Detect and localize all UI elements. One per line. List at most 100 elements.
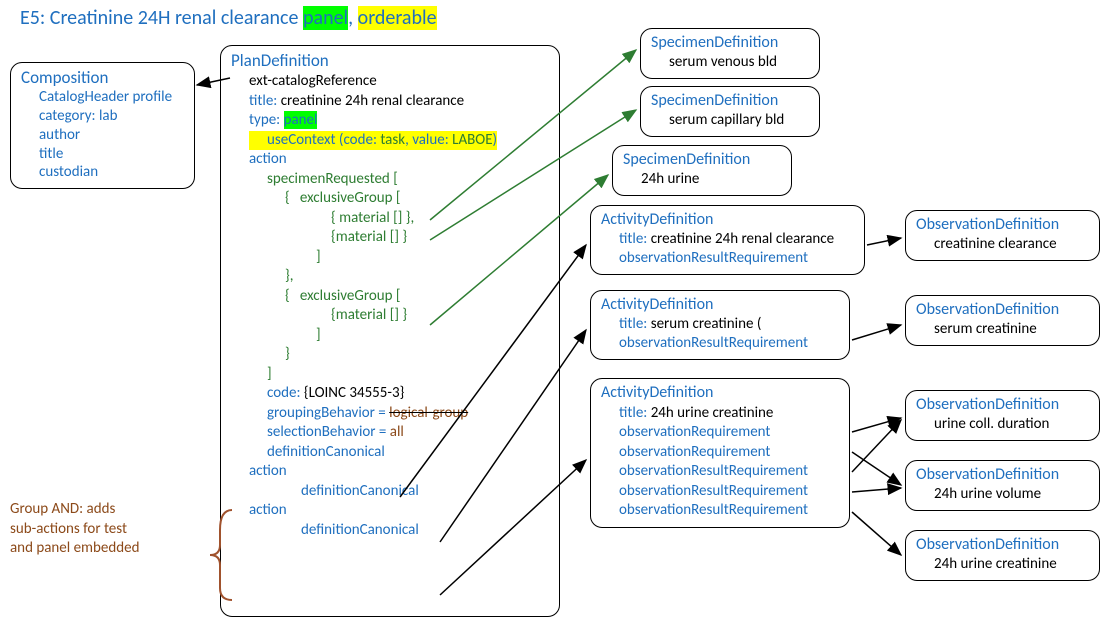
obs-line: serum creatinine — [916, 320, 1089, 339]
obs-line: 24h urine volume — [916, 485, 1089, 504]
plan-code: code: {LOINC 34555-3} — [231, 384, 549, 404]
act-title-value: creatinine 24h renal clearance — [647, 230, 834, 248]
plan-defcanon: definitionCanonical — [231, 443, 549, 463]
specimen-box-1: SpecimenDefinition serum venous bld — [640, 28, 820, 79]
group-and-note: Group AND: adds sub-actions for test and… — [10, 500, 210, 559]
act-title-label: title: — [619, 315, 647, 333]
observation-box-5: ObservationDefinition 24h urine creatini… — [905, 530, 1100, 581]
page-title: E5: Creatinine 24H renal clearance panel… — [20, 6, 437, 30]
obs-header: ObservationDefinition — [916, 535, 1089, 555]
plan-grouping: groupingBehavior = logical-group — [231, 404, 549, 424]
plan-material: { material [] }, — [231, 209, 549, 229]
act-title-value: 24h urine creatinine — [647, 404, 773, 422]
plan-action: action — [231, 150, 549, 170]
gb-eq: = — [375, 404, 389, 422]
plan-rbrace: } — [231, 345, 549, 365]
plan-rbracket: ] — [231, 326, 549, 346]
act-orr: observationResultRequirement — [601, 334, 839, 353]
act-title-label: title: — [619, 230, 647, 248]
composition-line: CatalogHeader profile — [21, 88, 184, 107]
act-or: observationRequirement — [601, 443, 839, 463]
plan-ext: ext-catalogReference — [231, 72, 549, 92]
composition-line: custodian — [21, 163, 184, 182]
specimen-box-3: SpecimenDefinition 24h urine — [612, 145, 792, 196]
act-title-value: serum creatinine ( — [647, 315, 761, 333]
act-title-label: title: — [619, 404, 647, 422]
plan-title-value: creatinine 24h renal clearance — [277, 92, 464, 110]
uc-post: ) — [493, 131, 498, 149]
plan-type-value: panel — [284, 111, 318, 129]
plan-code-value: {LOINC 34555-3} — [301, 384, 405, 402]
plan-header: PlanDefinition — [231, 50, 549, 72]
spec-line: 24h urine — [623, 170, 781, 189]
obs-line: creatinine clearance — [916, 235, 1089, 254]
obs-header: ObservationDefinition — [916, 465, 1089, 485]
title-orderable: orderable — [358, 6, 437, 30]
composition-line: title — [21, 145, 184, 164]
act-orr: observationResultRequirement — [601, 482, 839, 502]
spec-line: serum venous bld — [651, 53, 809, 72]
spec-line: serum capillary bld — [651, 111, 809, 130]
act-title: title: 24h urine creatinine — [601, 404, 839, 424]
plan-rbrace: }, — [231, 267, 549, 287]
uc-mid: , value: — [405, 131, 452, 149]
plan-type-label: type: — [249, 111, 280, 129]
observation-box-3: ObservationDefinition urine coll. durati… — [905, 390, 1100, 441]
sb-eq: = — [376, 423, 390, 441]
activity-box-2: ActivityDefinition title: serum creatini… — [590, 290, 850, 360]
observation-box-1: ObservationDefinition creatinine clearan… — [905, 210, 1100, 261]
act-title: title: creatinine 24h renal clearance — [601, 230, 854, 249]
title-panel: panel — [303, 6, 348, 30]
plan-defcanon2: definitionCanonical — [231, 482, 549, 502]
observation-box-2: ObservationDefinition serum creatinine — [905, 295, 1100, 346]
spec-header: SpecimenDefinition — [651, 91, 809, 111]
note-line: sub-actions for test — [10, 520, 210, 540]
spec-header: SpecimenDefinition — [651, 33, 809, 53]
plan-material: {material [] } — [231, 306, 549, 326]
sb-value: all — [390, 423, 404, 441]
uc-task: task — [380, 131, 405, 149]
act-header: ActivityDefinition — [601, 383, 839, 404]
plan-brace: { exclusiveGroup [ — [231, 287, 549, 307]
act-orr: observationResultRequirement — [601, 249, 854, 268]
title-prefix: E5: Creatinine 24H renal clearance — [20, 6, 303, 30]
plan-defcanon3: definitionCanonical — [231, 521, 549, 541]
uc-val: LABOE — [452, 131, 492, 149]
observation-box-4: ObservationDefinition 24h urine volume — [905, 460, 1100, 511]
title-sep: , — [348, 6, 358, 30]
uc-pre: useContext (code: — [267, 131, 380, 149]
specimen-box-2: SpecimenDefinition serum capillary bld — [640, 86, 820, 137]
act-title: title: serum creatinine ( — [601, 315, 839, 334]
plan-action2: action — [231, 462, 549, 482]
composition-line: category: lab — [21, 107, 184, 126]
plan-type: type: panel — [231, 111, 549, 131]
sb-label: selectionBehavior — [267, 423, 376, 441]
obs-line: 24h urine creatinine — [916, 555, 1089, 574]
plan-rbracket: ] — [231, 365, 549, 385]
composition-box: Composition CatalogHeader profile catego… — [10, 62, 195, 189]
note-line: and panel embedded — [10, 539, 210, 559]
composition-line: author — [21, 126, 184, 145]
activity-box-1: ActivityDefinition title: creatinine 24h… — [590, 205, 865, 275]
plan-action3: action — [231, 501, 549, 521]
act-orr: observationResultRequirement — [601, 501, 839, 521]
plan-brace: { exclusiveGroup [ — [231, 189, 549, 209]
obs-header: ObservationDefinition — [916, 300, 1089, 320]
plan-title: title: creatinine 24h renal clearance — [231, 92, 549, 112]
plan-selection: selectionBehavior = all — [231, 423, 549, 443]
plandefinition-box: PlanDefinition ext-catalogReference titl… — [220, 45, 560, 617]
spec-header: SpecimenDefinition — [623, 150, 781, 170]
obs-header: ObservationDefinition — [916, 215, 1089, 235]
act-or: observationRequirement — [601, 423, 839, 443]
plan-code-label: code: — [267, 384, 301, 402]
note-line: Group AND: adds — [10, 500, 210, 520]
obs-line: urine coll. duration — [916, 415, 1089, 434]
gb-value: logical-group — [389, 404, 468, 422]
plan-material: {material [] } — [231, 228, 549, 248]
plan-usecontext: useContext (code: task, value: LABOE) — [249, 131, 497, 151]
gb-label: groupingBehavior — [267, 404, 375, 422]
act-header: ActivityDefinition — [601, 295, 839, 315]
plan-rbracket: ] — [231, 248, 549, 268]
composition-header: Composition — [21, 67, 184, 88]
activity-box-3: ActivityDefinition title: 24h urine crea… — [590, 378, 850, 528]
